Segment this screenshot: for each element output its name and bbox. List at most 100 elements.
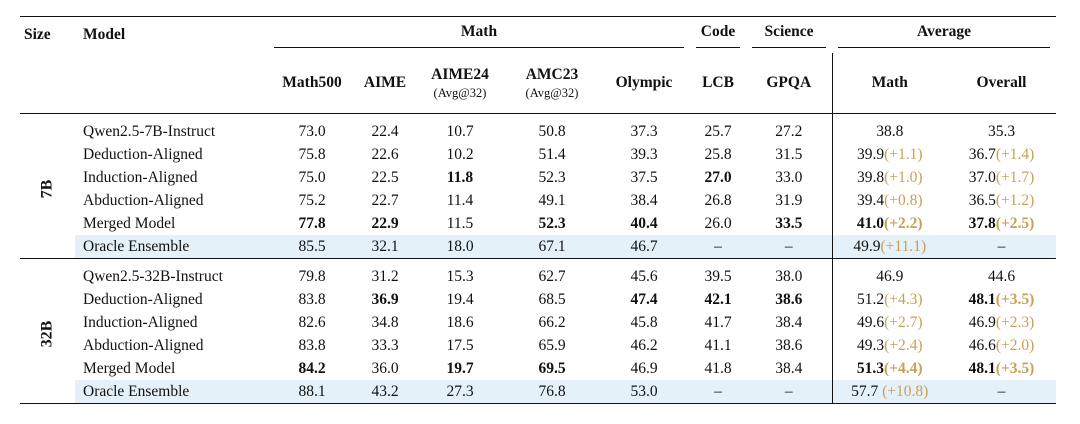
score-cell: 33.3 xyxy=(371,336,399,354)
score-cell: 33.5 xyxy=(775,214,803,232)
gain-delta: (+1.4) xyxy=(995,145,1035,163)
table-row: Induction-Aligned 75.0 22.5 11.8 52.3 37.5 27.… xyxy=(20,166,1056,189)
table-row: Merged Model 84.2 36.0 19.7 69.5 46.9 41.8 38.4… xyxy=(20,357,1056,380)
score-cell: 85.5 xyxy=(268,235,356,259)
score-cell: 51.4 xyxy=(538,145,566,163)
score-cell: 19.7 xyxy=(446,359,474,377)
score-cell: 40.4 xyxy=(630,214,658,232)
gain-delta: (+2.3) xyxy=(995,313,1035,331)
score-cell: 45.8 xyxy=(630,313,658,331)
score-cell: 38.4 xyxy=(630,191,658,209)
score-cell: 22.6 xyxy=(371,145,399,163)
math-group-header: Math xyxy=(268,16,690,53)
gain-delta: (+1.2) xyxy=(995,191,1035,209)
score-cell: 39.3 xyxy=(630,145,658,163)
score-cell: 38.4 xyxy=(775,359,803,377)
olympic-header: Olympic xyxy=(615,74,673,91)
model-name: Qwen2.5-7B-Instruct xyxy=(75,113,268,143)
score-cell: 22.7 xyxy=(371,191,399,209)
aime-header: AIME xyxy=(363,74,407,91)
code-group-header: Code xyxy=(690,16,746,53)
score-cell: 18.0 xyxy=(414,235,506,259)
gain-delta: (+10.8) xyxy=(878,382,929,400)
score-cell: 34.8 xyxy=(371,313,399,331)
science-group-header: Science xyxy=(746,16,832,53)
model-name: Induction-Aligned xyxy=(83,313,198,331)
score-cell: 38.6 xyxy=(775,336,803,354)
score-cell: 41.7 xyxy=(704,313,732,331)
score-cell: 31.9 xyxy=(775,191,803,209)
score-cell: 39.5 xyxy=(690,258,746,288)
score-cell: 26.8 xyxy=(704,191,732,209)
gain-delta: (+2.4) xyxy=(884,336,923,354)
score-cell: 62.7 xyxy=(506,258,598,288)
score-cell: 17.5 xyxy=(446,336,474,354)
avg-overall-cell: 36.5(+1.2) xyxy=(968,191,1035,209)
table-row: 7B Qwen2.5-7B-Instruct 73.0 22.4 10.7 50.8 37.… xyxy=(20,113,1056,259)
score-cell: 36.0 xyxy=(371,359,399,377)
model-name: Oracle Ensemble xyxy=(75,380,268,404)
gain-delta: (+3.5) xyxy=(995,290,1035,308)
amc23-header: AMC23 (Avg@32) xyxy=(525,65,579,100)
avg-overall-cell: 48.1(+3.5) xyxy=(968,290,1035,308)
score-cell: 27.0 xyxy=(704,168,732,186)
score-cell: 37.3 xyxy=(598,113,690,143)
avg-math-cell: 39.4(+0.8) xyxy=(831,189,947,212)
score-cell: 41.1 xyxy=(704,336,732,354)
score-cell: 46.9 xyxy=(630,359,658,377)
avg-math-cell: 38.8 xyxy=(831,113,947,143)
score-cell: – xyxy=(690,235,746,259)
score-cell: 11.4 xyxy=(446,191,474,209)
score-cell: 27.2 xyxy=(746,113,832,143)
score-cell: 18.6 xyxy=(446,313,474,331)
avg-overall-cell: 44.6 xyxy=(947,258,1056,288)
gain-delta: (+3.5) xyxy=(995,359,1035,377)
avg-overall-cell: 37.0(+1.7) xyxy=(968,168,1035,186)
results-table: Size Model Math Code Science Average Mat… xyxy=(20,16,1056,404)
gain-delta: (+4.3) xyxy=(884,290,923,308)
score-cell: 38.6 xyxy=(775,290,803,308)
avg-math-cell: 49.6(+2.7) xyxy=(831,311,947,334)
avg-overall-cell: – xyxy=(947,235,1056,259)
score-cell: 79.8 xyxy=(268,258,356,288)
model-name: Qwen2.5-32B-Instruct xyxy=(75,258,268,288)
score-cell: 83.8 xyxy=(298,290,326,308)
size-label: 7B xyxy=(20,113,75,259)
avg-math-header: Math xyxy=(831,53,947,114)
table-row: 32B Qwen2.5-32B-Instruct 79.8 31.2 15.3 62.7 4… xyxy=(20,258,1056,404)
avg-overall-header: Overall xyxy=(976,74,1027,91)
model-name: Deduction-Aligned xyxy=(83,145,203,163)
score-cell: 26.0 xyxy=(704,214,732,232)
score-cell: 75.8 xyxy=(298,145,326,163)
avg-overall-cell: 36.7(+1.4) xyxy=(968,145,1035,163)
score-cell: 43.2 xyxy=(356,380,414,404)
score-cell: 11.8 xyxy=(446,168,474,186)
score-cell: 31.5 xyxy=(775,145,803,163)
score-cell: 25.7 xyxy=(690,113,746,143)
score-cell: 88.1 xyxy=(268,380,356,404)
avg-math-cell: 57.7 (+10.8) xyxy=(831,380,947,404)
score-cell: 73.0 xyxy=(268,113,356,143)
score-cell: 65.9 xyxy=(538,336,566,354)
score-cell: 32.1 xyxy=(356,235,414,259)
gain-delta: (+1.0) xyxy=(884,168,923,186)
score-cell: 15.3 xyxy=(414,258,506,288)
model-header: Model xyxy=(75,16,268,53)
avg-math-cell: 49.3(+2.4) xyxy=(831,334,947,357)
size-label: 32B xyxy=(20,258,75,404)
score-cell: 84.2 xyxy=(298,359,326,377)
avg-overall-cell: 46.9(+2.3) xyxy=(968,313,1035,331)
avg-overall-cell: 46.6(+2.0) xyxy=(968,336,1035,354)
score-cell: 36.9 xyxy=(371,290,399,308)
score-cell: 38.0 xyxy=(746,258,832,288)
score-cell: 68.5 xyxy=(538,290,566,308)
score-cell: 38.4 xyxy=(775,313,803,331)
score-cell: 47.4 xyxy=(630,290,658,308)
avg-math-cell: 49.9(+11.1) xyxy=(831,235,947,259)
score-cell: 46.2 xyxy=(630,336,658,354)
model-name: Abduction-Aligned xyxy=(83,336,204,354)
table-row: Merged Model 77.8 22.9 11.5 52.3 40.4 26.0 33.5… xyxy=(20,212,1056,235)
avg-math-cell: 46.9 xyxy=(831,258,947,288)
avg-math-cell: 39.8(+1.0) xyxy=(831,166,947,189)
score-cell: 75.2 xyxy=(298,191,326,209)
